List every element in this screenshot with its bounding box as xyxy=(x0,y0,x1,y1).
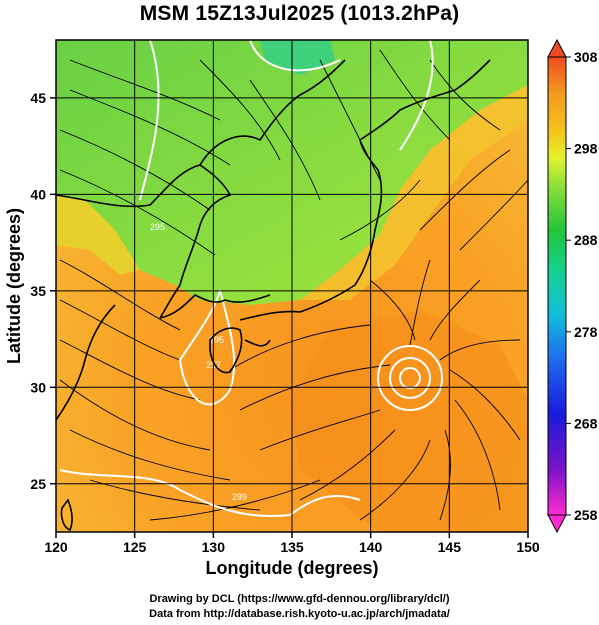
y-tick-label: 30 xyxy=(30,379,46,395)
colorbar-tick-label: 268 xyxy=(574,415,598,431)
hot-sea-shading xyxy=(290,310,528,532)
y-tick-label: 40 xyxy=(30,186,46,202)
colorbar-tick-label: 278 xyxy=(574,324,598,340)
contour-label: 299 xyxy=(232,492,247,502)
y-axis: 25 30 35 40 45 xyxy=(30,90,56,492)
colorbar-max-arrow xyxy=(547,38,567,58)
gridlines xyxy=(56,40,528,532)
colorbar-tick-label: 258 xyxy=(574,507,598,523)
chart-title: MSM 15Z13Jul2025 (1013.2hPa) xyxy=(139,2,460,25)
colorbar-tick-label: 298 xyxy=(574,141,598,157)
y-tick-label: 25 xyxy=(30,476,46,492)
colorbar-tick-label: 288 xyxy=(574,232,598,248)
contour-label: 295 xyxy=(209,335,224,345)
x-tick-label: 145 xyxy=(438,539,462,555)
y-axis-title: Latitude (degrees) xyxy=(4,208,24,364)
x-tick-label: 130 xyxy=(202,539,226,555)
streamlines xyxy=(59,49,528,521)
colorbar-tick-label: 308 xyxy=(574,49,598,65)
y-tick-label: 45 xyxy=(30,90,46,106)
x-tick-label: 135 xyxy=(280,539,304,555)
x-tick-label: 125 xyxy=(123,539,147,555)
x-axis: 120 125 130 135 140 145 150 xyxy=(44,532,540,555)
x-tick-label: 120 xyxy=(44,539,68,555)
x-tick-label: 150 xyxy=(516,539,540,555)
isotherm-contours xyxy=(59,40,434,517)
transition-shading-east xyxy=(300,85,528,300)
credit-data: Data from http://database.rish.kyoto-u.a… xyxy=(149,608,450,620)
colorbar-scale xyxy=(547,56,567,516)
cool-patch xyxy=(260,40,335,75)
x-axis-title: Longitude (degrees) xyxy=(205,558,378,578)
colorbar: 308 298 288 278 268 258 xyxy=(547,38,598,534)
colorbar-min-arrow xyxy=(547,514,567,534)
cyclone-contours xyxy=(377,345,443,411)
credit-drawing: Drawing by DCL (https://www.gfd-dennou.o… xyxy=(149,593,450,605)
x-tick-label: 140 xyxy=(359,539,383,555)
contour-label: 295 xyxy=(150,222,165,232)
coastlines xyxy=(56,59,491,531)
transition-shading xyxy=(56,195,140,275)
y-tick-label: 35 xyxy=(30,283,46,299)
